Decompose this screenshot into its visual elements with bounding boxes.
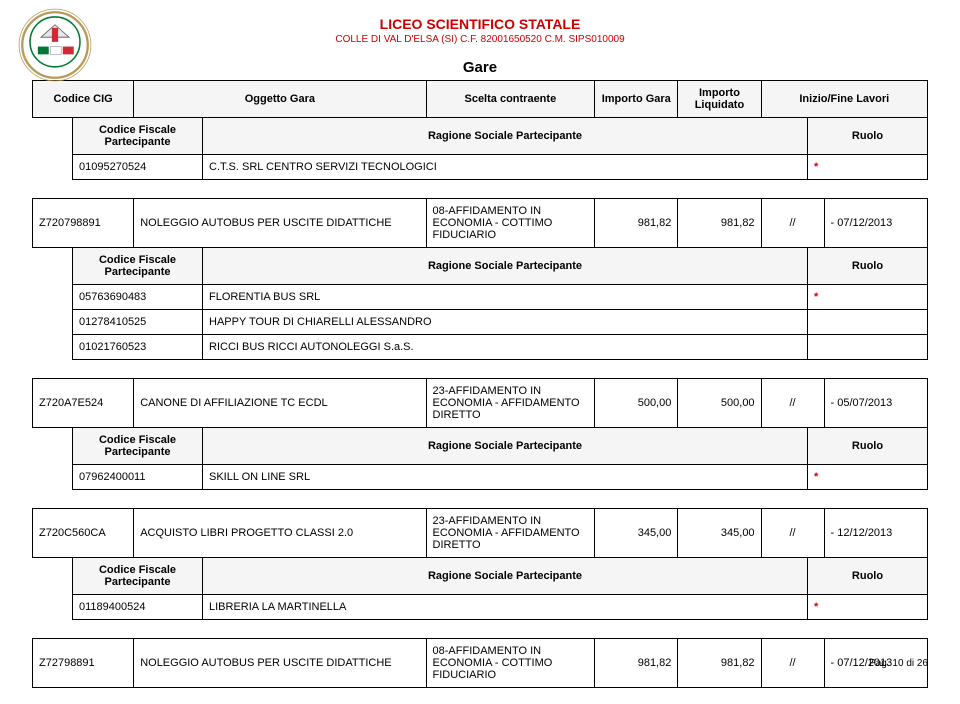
cell-ruolo <box>808 335 928 360</box>
cell-importo-gara: 981,82 <box>595 199 678 248</box>
subcol-rs: Ragione Sociale Partecipante <box>203 118 808 155</box>
cell-scelta: 23-AFFIDAMENTO IN ECONOMIA - AFFIDAMENTO… <box>426 509 595 558</box>
cell-rs: SKILL ON LINE SRL <box>203 465 808 490</box>
subcol-cf: Codice Fiscale Partecipante <box>73 428 203 465</box>
cell-oggetto: ACQUISTO LIBRI PROGETTO CLASSI 2.0 <box>134 509 426 558</box>
cell-date-b: - 12/12/2013 <box>824 509 927 558</box>
subcol-cf: Codice Fiscale Partecipante <box>73 248 203 285</box>
table-row: 05763690483 FLORENTIA BUS SRL * <box>73 285 928 310</box>
cell-cf: 05763690483 <box>73 285 203 310</box>
cell-ruolo-star: * <box>808 155 928 180</box>
cell-importo-liq: 981,82 <box>678 199 761 248</box>
participants-table: Codice Fiscale Partecipante Ragione Soci… <box>72 427 928 490</box>
col-importo-liq: Importo Liquidato <box>678 81 761 118</box>
cell-date-a: // <box>761 379 824 428</box>
gara-block: Z720798891 NOLEGGIO AUTOBUS PER USCITE D… <box>32 198 928 360</box>
subcol-ruolo: Ruolo <box>808 248 928 285</box>
cell-cf: 07962400011 <box>73 465 203 490</box>
subcol-rs: Ragione Sociale Partecipante <box>203 428 808 465</box>
cell-importo-gara: 500,00 <box>595 379 678 428</box>
cell-date-a: // <box>761 639 824 688</box>
cell-scelta: 23-AFFIDAMENTO IN ECONOMIA - AFFIDAMENTO… <box>426 379 595 428</box>
cell-importo-liq: 345,00 <box>678 509 761 558</box>
subcol-cf: Codice Fiscale Partecipante <box>73 118 203 155</box>
subcol-ruolo: Ruolo <box>808 558 928 595</box>
cell-cf: 01021760523 <box>73 335 203 360</box>
cell-oggetto: NOLEGGIO AUTOBUS PER USCITE DIDATTICHE <box>134 199 426 248</box>
table-row: 01189400524 LIBRERIA LA MARTINELLA * <box>73 595 928 620</box>
cell-cig: Z720A7E524 <box>33 379 134 428</box>
gara-row-table: Z72798891 NOLEGGIO AUTOBUS PER USCITE DI… <box>32 638 928 688</box>
main-header-table: Codice CIG Oggetto Gara Scelta contraent… <box>32 80 928 118</box>
participants-table: Codice Fiscale Partecipante Ragione Soci… <box>72 557 928 620</box>
table-row: Z720798891 NOLEGGIO AUTOBUS PER USCITE D… <box>33 199 928 248</box>
cell-ruolo: * <box>808 465 928 490</box>
gara-row-table: Z720C560CA ACQUISTO LIBRI PROGETTO CLASS… <box>32 508 928 558</box>
cell-rs: FLORENTIA BUS SRL <box>203 285 808 310</box>
cell-cig: Z72798891 <box>33 639 134 688</box>
gara-block: Z720C560CA ACQUISTO LIBRI PROGETTO CLASS… <box>32 508 928 620</box>
gara-row-table: Z720A7E524 CANONE DI AFFILIAZIONE TC ECD… <box>32 378 928 428</box>
subcol-cf: Codice Fiscale Partecipante <box>73 558 203 595</box>
cell-ruolo <box>808 310 928 335</box>
sub-header-table: Codice Fiscale Partecipante Ragione Soci… <box>72 117 928 180</box>
cell-rs: RICCI BUS RICCI AUTONOLEGGI S.a.S. <box>203 335 808 360</box>
cell-cig: Z720798891 <box>33 199 134 248</box>
emblem-logo <box>16 6 94 84</box>
col-scelta: Scelta contraente <box>426 81 595 118</box>
col-inizio-fine: Inizio/Fine Lavori <box>761 81 927 118</box>
cell-cf: 01278410525 <box>73 310 203 335</box>
gara-block: Z720A7E524 CANONE DI AFFILIAZIONE TC ECD… <box>32 378 928 490</box>
cell-scelta: 08-AFFIDAMENTO IN ECONOMIA - COTTIMO FID… <box>426 199 595 248</box>
cell-importo-liq: 500,00 <box>678 379 761 428</box>
subcol-rs: Ragione Sociale Partecipante <box>203 558 808 595</box>
table-row: 01095270524 C.T.S. SRL CENTRO SERVIZI TE… <box>73 155 928 180</box>
cell-rs: C.T.S. SRL CENTRO SERVIZI TECNOLOGICI <box>203 155 808 180</box>
cell-ruolo: * <box>808 285 928 310</box>
page-title: Gare <box>32 59 928 76</box>
cell-importo-gara: 345,00 <box>595 509 678 558</box>
cell-ruolo: * <box>808 595 928 620</box>
cell-importo-gara: 981,82 <box>595 639 678 688</box>
cell-date-a: // <box>761 509 824 558</box>
participants-table: Codice Fiscale Partecipante Ragione Soci… <box>72 247 928 360</box>
gara-block: Z72798891 NOLEGGIO AUTOBUS PER USCITE DI… <box>32 638 928 688</box>
subcol-ruolo: Ruolo <box>808 118 928 155</box>
subcol-ruolo: Ruolo <box>808 428 928 465</box>
page-footer: Pag. 10 di 26 <box>869 658 928 669</box>
cell-oggetto: CANONE DI AFFILIAZIONE TC ECDL <box>134 379 426 428</box>
cell-cf: 01095270524 <box>73 155 203 180</box>
cell-date-b: - 07/12/2013 <box>824 199 927 248</box>
cell-scelta: 08-AFFIDAMENTO IN ECONOMIA - COTTIMO FID… <box>426 639 595 688</box>
cell-date-a: // <box>761 199 824 248</box>
col-oggetto: Oggetto Gara <box>134 81 426 118</box>
table-row: 01021760523 RICCI BUS RICCI AUTONOLEGGI … <box>73 335 928 360</box>
col-importo-gara: Importo Gara <box>595 81 678 118</box>
subcol-rs: Ragione Sociale Partecipante <box>203 248 808 285</box>
cell-date-b: - 05/07/2013 <box>824 379 927 428</box>
cell-cig: Z720C560CA <box>33 509 134 558</box>
col-cig: Codice CIG <box>33 81 134 118</box>
cell-rs: HAPPY TOUR DI CHIARELLI ALESSANDRO <box>203 310 808 335</box>
table-row: Z72798891 NOLEGGIO AUTOBUS PER USCITE DI… <box>33 639 928 688</box>
table-row: Z720C560CA ACQUISTO LIBRI PROGETTO CLASS… <box>33 509 928 558</box>
cell-importo-liq: 981,82 <box>678 639 761 688</box>
org-sub: COLLE DI VAL D'ELSA (SI) C.F. 8200165052… <box>32 34 928 45</box>
cell-rs: LIBRERIA LA MARTINELLA <box>203 595 808 620</box>
cell-oggetto: NOLEGGIO AUTOBUS PER USCITE DIDATTICHE <box>134 639 426 688</box>
org-title: LICEO SCIENTIFICO STATALE <box>32 16 928 32</box>
cell-cf: 01189400524 <box>73 595 203 620</box>
table-row: Z720A7E524 CANONE DI AFFILIAZIONE TC ECD… <box>33 379 928 428</box>
table-row: 01278410525 HAPPY TOUR DI CHIARELLI ALES… <box>73 310 928 335</box>
table-row: 07962400011 SKILL ON LINE SRL * <box>73 465 928 490</box>
gara-row-table: Z720798891 NOLEGGIO AUTOBUS PER USCITE D… <box>32 198 928 248</box>
